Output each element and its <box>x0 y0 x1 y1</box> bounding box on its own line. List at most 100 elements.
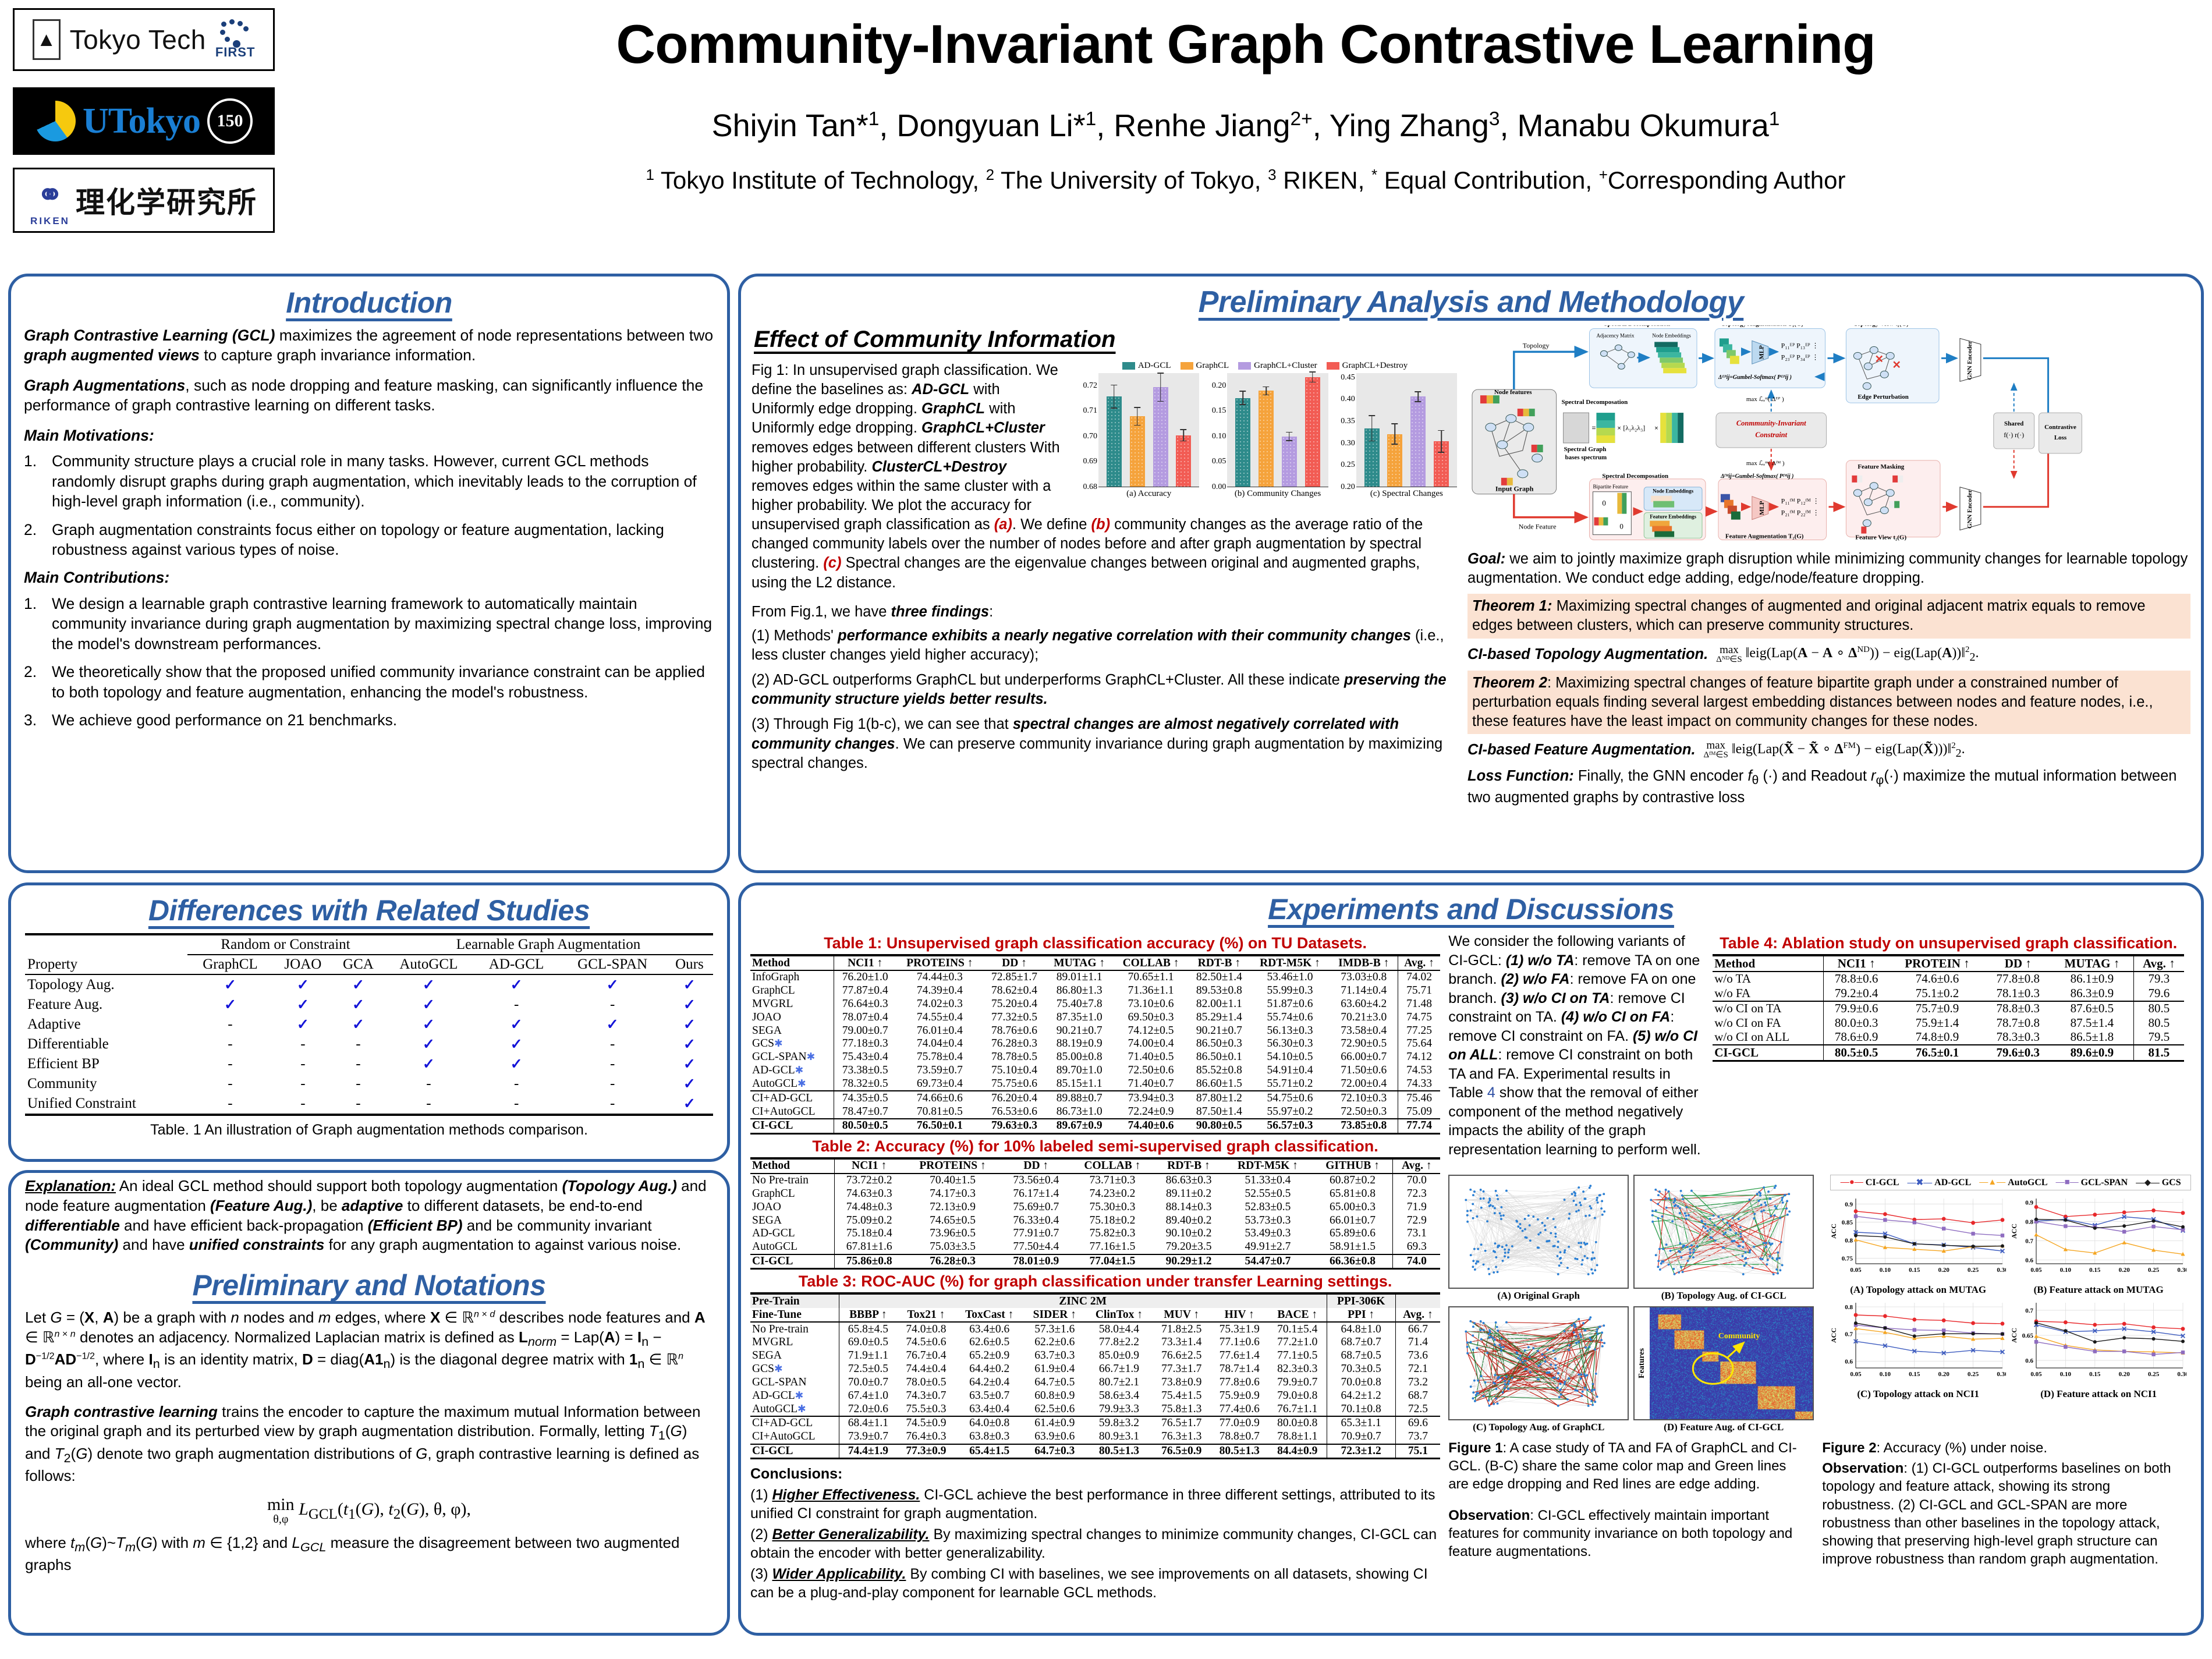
line-chart-panels: 0.75 0.8 0.85 0.9 0.05 0.10 0.15 0.20 0.25 0.30 AC… <box>1830 1194 2191 1400</box>
column-header: MUTAG ↑ <box>1054 956 1105 969</box>
original-graph-image <box>1448 1175 1629 1289</box>
finding-item: (3) Through Fig 1(b-c), we can see that … <box>751 716 1443 771</box>
table-1-unsupervised: Method NCI1 ↑ PROTEINS ↑ DD ↑ MUTAG ↑ COLLAB … <box>750 954 1441 1135</box>
comparison-table-caption: Table. 1 An illustration of Graph augmen… <box>150 1122 588 1138</box>
cell-value: 69.50±0.3 <box>1128 1011 1174 1023</box>
cell-value: 75.82±0.3 <box>1089 1227 1136 1240</box>
cell-value: 74.4±1.9 <box>838 1444 898 1459</box>
row-method: CI-GCL <box>752 1445 793 1457</box>
ci-topology-subscript: Δᴺᴰ∈S <box>1716 654 1742 664</box>
cell-value: ✓ <box>606 1017 619 1033</box>
cell-value: 73.85±0.8 <box>1341 1119 1387 1132</box>
cell-value: 66.36±0.8 <box>1330 1255 1376 1268</box>
table-row: Adaptive - ✓ ✓ ✓ ✓ ✓ ✓ <box>25 1015 713 1034</box>
table-row: JOAO 78.07±0.4 74.55±0.4 77.32±0.5 87.35±1.0… <box>750 1011 1441 1025</box>
column-header: SIDER ↑ <box>1033 1308 1076 1321</box>
cell-value: 76.6±2.5 <box>1161 1349 1202 1362</box>
table-row: Topology Aug. ✓ ✓ ✓ ✓ ✓ ✓ ✓ <box>25 974 713 995</box>
cell-value: 86.80±1.3 <box>1056 984 1103 997</box>
tokyo-tech-mark-icon: ▲ <box>32 19 61 60</box>
introduction-panel: Introduction Graph Contrastive Learning … <box>8 274 730 873</box>
cell-value: 62.5±0.6 <box>1034 1402 1075 1415</box>
column-header: PROTEINS ↑ <box>919 1160 986 1172</box>
cell-value: 78.3±0.3 <box>1996 1030 2040 1044</box>
cell-value: - <box>228 1016 233 1032</box>
cell-value: 78.76±0.6 <box>991 1024 1037 1037</box>
loss-function-text: Loss Function: Finally, the GNN encoder … <box>1467 767 2177 806</box>
cell-value: 58.0±4.4 <box>1098 1323 1140 1335</box>
cell-value: 75.18±0.2 <box>1089 1214 1136 1226</box>
svg-text:0.10: 0.10 <box>1880 1371 1891 1378</box>
cell-value: 66.00±0.7 <box>1341 1051 1387 1064</box>
framework-diagram: Node features Input Graph Topology Spect… <box>1472 320 2082 541</box>
svg-text:0.75: 0.75 <box>1842 1256 1853 1263</box>
cell-value: 73.72±0.2 <box>834 1173 904 1187</box>
cell-value: 79.9±3.3 <box>1098 1402 1140 1415</box>
cell-value: ✓ <box>683 1037 696 1052</box>
cell-value: 74.5±0.9 <box>906 1417 947 1430</box>
cell-value: 74.39±0.4 <box>916 984 963 997</box>
row-method: AD-GCL✱ <box>752 1389 804 1402</box>
cell-value: 75.30±0.3 <box>1089 1200 1136 1213</box>
svg-text:×: × <box>1617 425 1621 432</box>
cell-value: 87.50±1.4 <box>1196 1105 1242 1118</box>
svg-text:0.10: 0.10 <box>1880 1267 1891 1274</box>
svg-text:0.25: 0.25 <box>2148 1371 2160 1378</box>
row-method: GCS✱ <box>752 1037 783 1050</box>
cell-value: 74.12±0.5 <box>1128 1024 1174 1037</box>
column-header: HIV ↑ <box>1224 1308 1254 1321</box>
legend-item: AD-GCL <box>1122 361 1171 371</box>
bar <box>1153 373 1168 487</box>
cell-value: 74.63±0.3 <box>834 1187 904 1201</box>
cell-value: 66.7 <box>1395 1322 1441 1336</box>
column-header-ad-gcl: AD-GCL <box>488 956 544 972</box>
svg-text:0.20: 0.20 <box>2119 1267 2131 1274</box>
conclusion-item: (1) Higher Effectiveness. CI-GCL achieve… <box>750 1487 1435 1522</box>
bar <box>1281 431 1297 487</box>
cell-value: 74.66±0.6 <box>916 1091 963 1104</box>
list-item: 1. We design a learnable graph contrastiv… <box>24 594 712 653</box>
conclusions-list: (1) Higher Effectiveness. CI-GCL achieve… <box>750 1486 1440 1602</box>
line-panel-caption: (B) Feature attack on MUTAG <box>2033 1284 2164 1295</box>
cell-value: 74.4±0.4 <box>906 1363 947 1376</box>
svg-text:0.6: 0.6 <box>2025 1357 2033 1364</box>
cell-value: 74.75 <box>1398 1011 1441 1025</box>
utokyo-label: UTokyo <box>83 101 201 141</box>
cell-value: 71.9±1.1 <box>838 1349 898 1363</box>
panel-caption: (b) Community Changes <box>1234 489 1321 498</box>
cell-value: 75.75±0.6 <box>991 1077 1037 1090</box>
table4-title: Table 4: Ablation study on unsupervised … <box>1720 934 2178 952</box>
bar-chart-legend: AD-GCL GraphCL GraphCL+Cluster GraphCL+Dest… <box>1073 361 1457 371</box>
table-row: InfoGraph 76.20±1.0 74.44±0.3 72.85±1.7 89.0… <box>750 970 1441 984</box>
row-method: w/o CI on TA <box>1714 1001 1782 1016</box>
cell-value: - <box>609 1096 615 1111</box>
cell-value: 74.0 <box>1392 1254 1441 1269</box>
table-row: CI+AD-GCL 68.4±1.1 74.5±0.9 64.0±0.8 61.4±0.… <box>750 1416 1441 1430</box>
cell-value: 74.0±0.8 <box>906 1323 947 1335</box>
riken-logo: ⚭ RIKEN 理化学研究所 <box>13 168 275 233</box>
cell-value: 86.5±1.8 <box>2070 1030 2114 1044</box>
svg-text:[λ₁λ₂λ₃]: [λ₁λ₂λ₃] <box>1623 424 1645 432</box>
svg-text:Δᶠᴹij=Gumbel-Softmax( Pᶠᴹij ): Δᶠᴹij=Gumbel-Softmax( Pᶠᴹij ) <box>1720 473 1794 480</box>
row-method: w/o FA <box>1714 986 1751 1000</box>
cell-value: 80.5 <box>2133 1016 2185 1030</box>
cell-value: 72.1 <box>1395 1362 1441 1376</box>
cell-value: 66.01±0.7 <box>1330 1214 1376 1226</box>
table-row: CI-GCL 80.50±0.5 76.50±0.1 79.63±0.3 89.67±0… <box>750 1118 1441 1134</box>
cell-value: 69.73±0.4 <box>916 1077 963 1090</box>
line-panel: 0.6 0.65 0.7 0.05 0.10 0.15 0.20 0.25 0.30 ACC (D)… <box>2010 1298 2189 1400</box>
svg-text:Spectral Decomposation: Spectral Decomposation <box>1604 325 1670 327</box>
cell-value: 85.15±1.1 <box>1056 1077 1103 1090</box>
table-row: MVGRL 69.0±0.5 74.5±0.6 62.6±0.5 62.2±0.6 77.… <box>750 1335 1441 1349</box>
y-tick: 0.45 <box>1341 373 1355 382</box>
cell-value: 75.1 <box>1395 1444 1441 1459</box>
legend-item: GraphCL+Destroy <box>1326 361 1408 371</box>
table-row: CI-GCL 80.5±0.5 76.5±0.1 79.6±0.3 89.6±0.9 81… <box>1713 1045 2185 1061</box>
column-header: PROTEINS ↑ <box>906 956 973 969</box>
column-header: MUTAG ↑ <box>2064 956 2120 970</box>
cell-value: 75.71 <box>1398 984 1441 998</box>
list-item: 1. Community structure plays a crucial ro… <box>24 452 697 511</box>
community-effect-bar-chart: AD-GCL GraphCL GraphCL+Cluster GraphCL+Dest… <box>1073 361 1458 499</box>
table-row: w/o FA 79.2±0.4 75.1±0.2 78.1±0.3 86.3±0.9 79… <box>1713 986 2185 1001</box>
cell-value: 67.81±1.6 <box>834 1240 904 1254</box>
